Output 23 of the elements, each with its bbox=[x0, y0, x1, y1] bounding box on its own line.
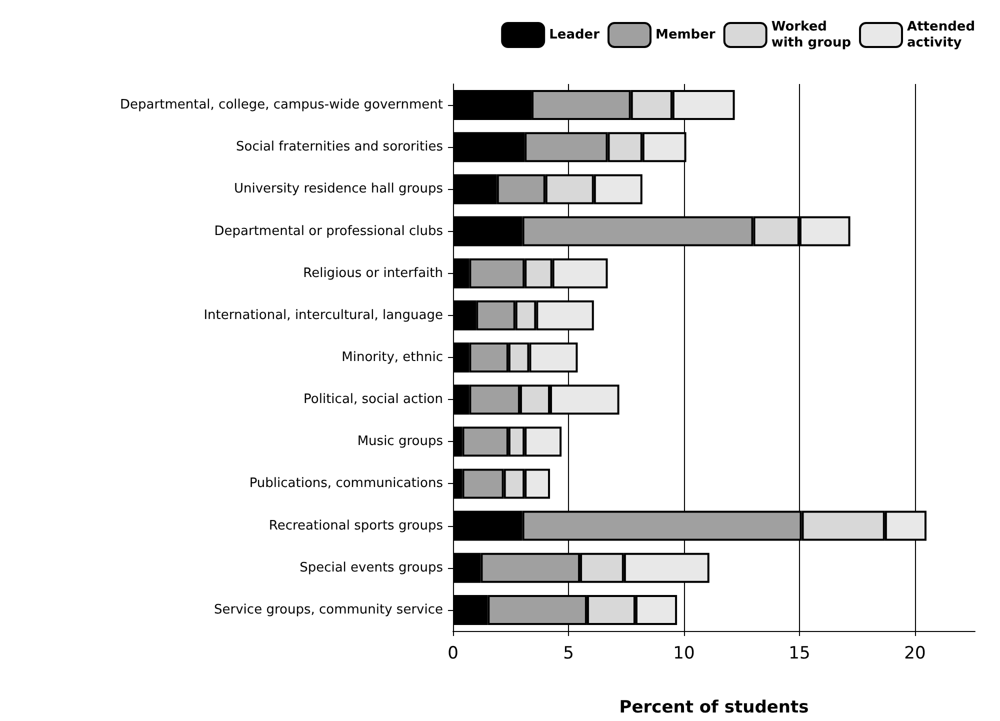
y-tick-label: International, intercultural, language bbox=[204, 308, 443, 323]
x-tick-label: 15 bbox=[788, 644, 810, 664]
y-tick-label: Minority, ethnic bbox=[342, 350, 443, 365]
x-tick-label: 0 bbox=[448, 644, 458, 664]
y-tick-label: Departmental, college, campus-wide government bbox=[120, 98, 443, 113]
x-tick-label: 5 bbox=[563, 644, 574, 664]
x-tick-label: 20 bbox=[904, 644, 926, 664]
y-tick-label: Music groups bbox=[357, 434, 444, 450]
y-tick-label: Departmental or professional clubs bbox=[214, 224, 444, 239]
y-tick-label: University residence hall groups bbox=[234, 182, 444, 197]
y-tick-label: Religious or interfaith bbox=[303, 266, 443, 281]
y-tick-label: Recreational sports groups bbox=[268, 518, 444, 534]
y-tick-label: Social fraternities and sororities bbox=[236, 140, 444, 155]
legend-label: Member bbox=[656, 28, 716, 42]
y-tick-label: Special events groups bbox=[300, 560, 444, 576]
legend-label: Worked with group bbox=[771, 20, 852, 50]
legend-label: Leader bbox=[549, 28, 600, 42]
y-tick-label: Publications, communications bbox=[249, 476, 444, 492]
x-axis-title: Percent of students bbox=[619, 698, 809, 718]
x-tick-label: 10 bbox=[673, 644, 695, 664]
y-tick-label: Service groups, community service bbox=[214, 602, 443, 618]
y-tick-label: Political, social action bbox=[304, 392, 443, 408]
legend-label: Attended activity bbox=[907, 20, 976, 50]
